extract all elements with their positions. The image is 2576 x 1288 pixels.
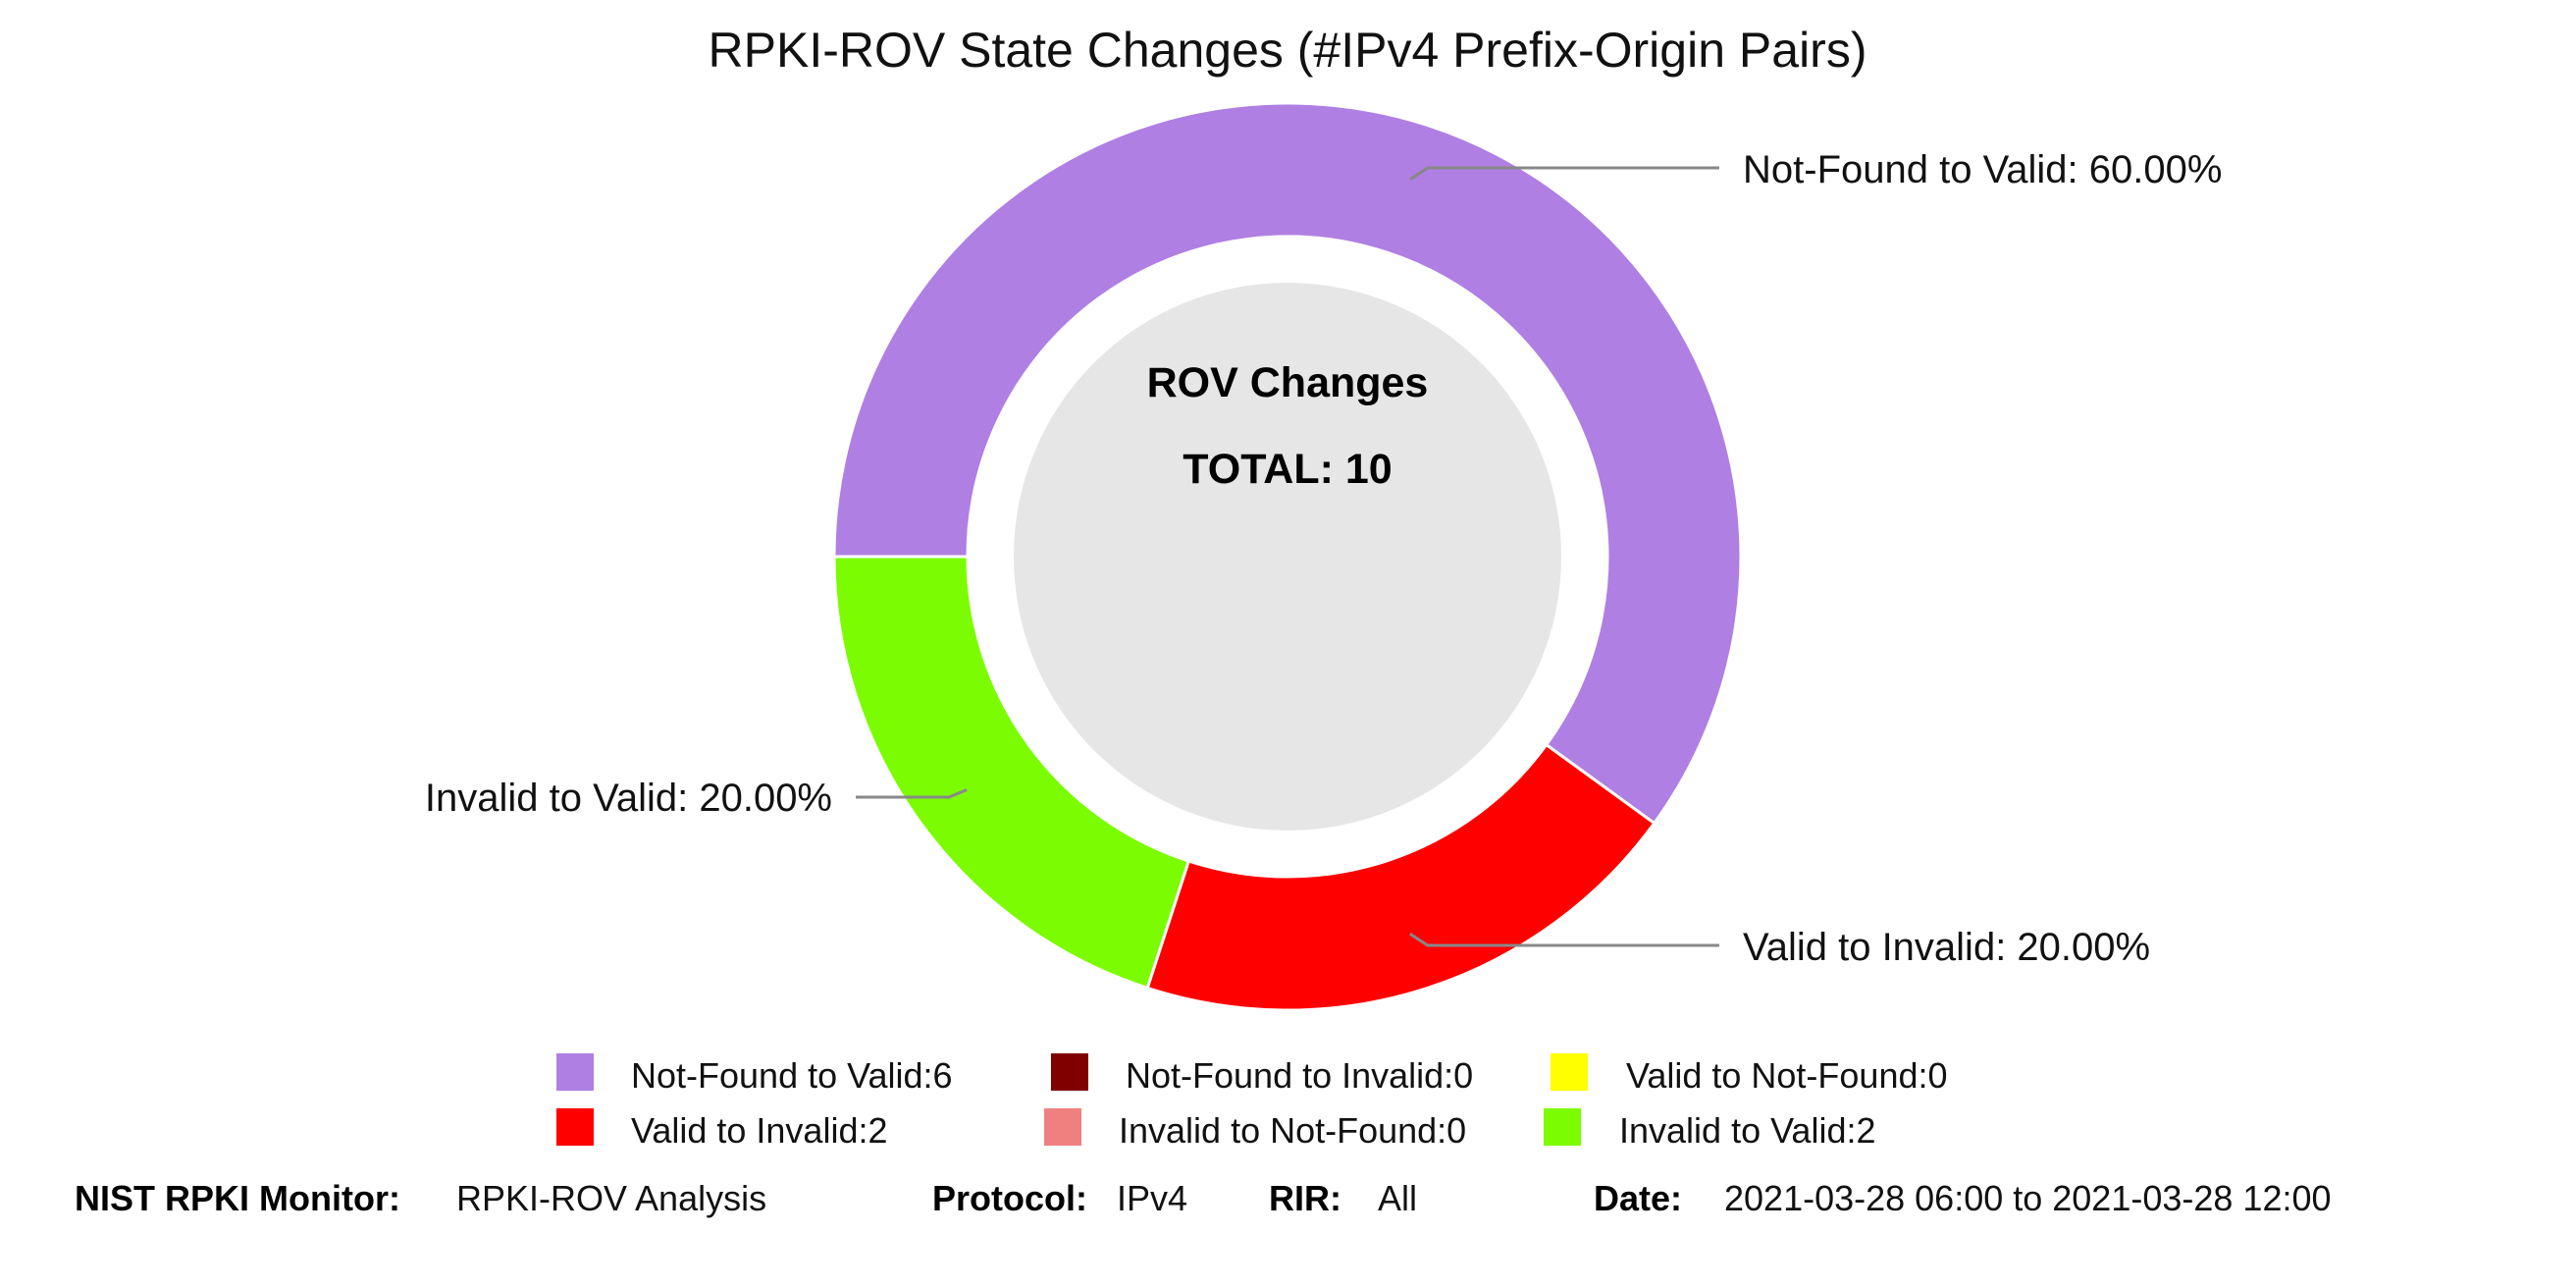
legend-swatch-invalid-to-not-found	[1044, 1108, 1081, 1146]
legend-item-valid-to-not-found: Valid to Not-Found:0	[1626, 1055, 1948, 1096]
legend-swatch-valid-to-not-found	[1551, 1053, 1588, 1091]
slice-leader-lines	[856, 166, 1719, 947]
legend-swatch-not-found-to-invalid	[1051, 1053, 1088, 1091]
donut-slices	[832, 101, 1743, 1012]
footer-rir-key: RIR:	[1269, 1178, 1341, 1218]
slice-valid-to-invalid	[1145, 742, 1656, 1012]
slice-label-valid-to-invalid: Valid to Invalid: 20.00%	[1743, 926, 2150, 969]
legend-swatch-invalid-to-valid	[1544, 1108, 1581, 1146]
legend: Not-Found to Valid:6 Not-Found to Invali…	[556, 1053, 1948, 1151]
footer: NIST RPKI Monitor: RPKI-ROV Analysis Pro…	[75, 1178, 2332, 1218]
center-hole	[1014, 283, 1561, 831]
slice-invalid-to-valid	[832, 555, 1191, 991]
legend-swatch-valid-to-invalid	[556, 1108, 594, 1146]
footer-monitor-value: RPKI-ROV Analysis	[456, 1178, 766, 1218]
footer-protocol-value: IPv4	[1117, 1178, 1187, 1218]
slice-label-not-found-to-valid: Not-Found to Valid: 60.00%	[1743, 148, 2222, 191]
legend-swatch-not-found-to-valid	[556, 1053, 594, 1091]
leader-line-invalid-to-valid	[856, 788, 968, 799]
legend-item-not-found-to-valid: Not-Found to Valid:6	[631, 1055, 953, 1096]
center-heading: ROV Changes	[1147, 359, 1429, 406]
leader-line-valid-to-invalid	[1409, 932, 1719, 947]
footer-monitor-key: NIST RPKI Monitor:	[75, 1178, 400, 1218]
footer-rir-value: All	[1378, 1178, 1417, 1218]
footer-date-value: 2021-03-28 06:00 to 2021-03-28 12:00	[1724, 1178, 2332, 1218]
slice-label-invalid-to-valid: Invalid to Valid: 20.00%	[425, 777, 832, 820]
legend-item-invalid-to-not-found: Invalid to Not-Found:0	[1119, 1110, 1466, 1151]
center-total: TOTAL: 10	[1183, 446, 1392, 493]
legend-item-valid-to-invalid: Valid to Invalid:2	[631, 1110, 888, 1151]
slice-not-found-to-valid	[832, 101, 1743, 826]
leader-line-not-found-to-valid	[1409, 166, 1719, 182]
footer-date-key: Date:	[1594, 1178, 1682, 1218]
legend-item-invalid-to-valid: Invalid to Valid:2	[1619, 1110, 1876, 1151]
footer-protocol-key: Protocol:	[932, 1178, 1087, 1218]
legend-item-not-found-to-invalid: Not-Found to Invalid:0	[1126, 1055, 1473, 1096]
chart-title: RPKI-ROV State Changes (#IPv4 Prefix-Ori…	[709, 23, 1867, 78]
